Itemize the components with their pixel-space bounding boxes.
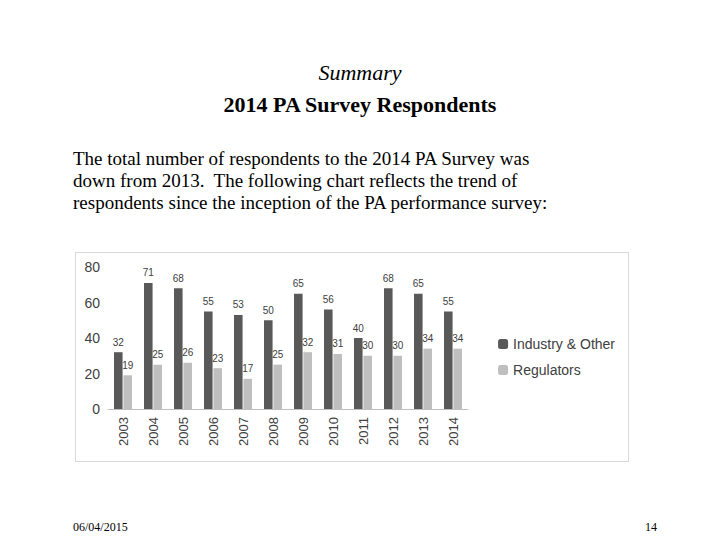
svg-text:2013: 2013 — [416, 417, 431, 446]
svg-text:68: 68 — [173, 273, 185, 284]
svg-text:Regulators: Regulators — [513, 362, 581, 378]
svg-text:55: 55 — [203, 296, 215, 307]
html-text:06/04/2015: 06/04/2015 — [73, 520, 128, 534]
svg-text:2004: 2004 — [146, 417, 161, 446]
svg-text:Industry & Other: Industry & Other — [513, 336, 615, 352]
svg-text:0: 0 — [92, 401, 100, 417]
svg-text:2003: 2003 — [116, 417, 131, 446]
svg-text:2010: 2010 — [326, 417, 341, 446]
svg-text:34: 34 — [452, 333, 464, 344]
svg-text:20: 20 — [84, 366, 100, 382]
svg-text:30: 30 — [362, 340, 374, 351]
svg-text:71: 71 — [143, 267, 155, 278]
svg-text:26: 26 — [182, 347, 194, 358]
svg-text:2007: 2007 — [236, 417, 251, 446]
svg-text:2006: 2006 — [206, 417, 221, 446]
svg-text:19: 19 — [122, 360, 134, 371]
svg-text:40: 40 — [353, 323, 365, 334]
svg-text:31: 31 — [332, 338, 344, 349]
svg-text:32: 32 — [113, 337, 125, 348]
svg-text:17: 17 — [242, 363, 254, 374]
svg-text:2012: 2012 — [386, 417, 401, 446]
svg-text:25: 25 — [152, 349, 164, 360]
svg-text:55: 55 — [443, 296, 455, 307]
html-text:2014 PA Survey Respondents: 2014 PA Survey Respondents — [223, 92, 497, 117]
svg-text:2008: 2008 — [266, 417, 281, 446]
svg-text:2005: 2005 — [176, 417, 191, 446]
svg-text:60: 60 — [84, 295, 100, 311]
svg-text:2014: 2014 — [446, 417, 461, 446]
svg-text:65: 65 — [413, 278, 425, 289]
svg-text:80: 80 — [84, 259, 100, 275]
html-text:down from 2013. The following: down from 2013. The following chart refl… — [73, 170, 518, 191]
svg-text:68: 68 — [383, 273, 395, 284]
html-text:Summary: Summary — [318, 60, 402, 85]
html-text:14: 14 — [645, 520, 657, 534]
html-text:respondents since the inceptio: respondents since the inception of the P… — [73, 192, 548, 213]
svg-text:2009: 2009 — [296, 417, 311, 446]
svg-text:23: 23 — [212, 353, 224, 364]
svg-text:53: 53 — [233, 299, 245, 310]
svg-text:30: 30 — [392, 340, 404, 351]
svg-text:65: 65 — [293, 278, 305, 289]
svg-text:40: 40 — [84, 330, 100, 346]
svg-text:25: 25 — [272, 349, 284, 360]
svg-text:56: 56 — [323, 294, 335, 305]
svg-text:32: 32 — [302, 337, 314, 348]
svg-text:50: 50 — [263, 305, 275, 316]
svg-text:34: 34 — [422, 333, 434, 344]
html-text:The total number of respondent: The total number of respondents to the 2… — [73, 148, 530, 169]
svg-text:2011: 2011 — [356, 417, 371, 445]
